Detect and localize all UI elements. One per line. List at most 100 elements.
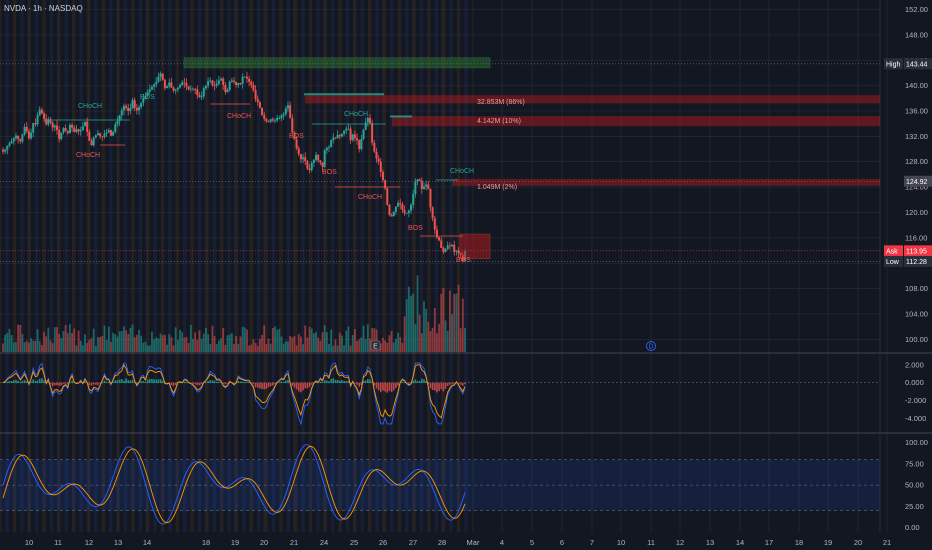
macd-hist-bar	[416, 380, 419, 384]
earnings-marker[interactable]: E	[370, 340, 381, 351]
candle-body	[418, 179, 421, 181]
candle-body	[302, 157, 305, 160]
macd-hist-bar	[99, 382, 101, 384]
candle-body	[27, 131, 30, 139]
candle-body	[135, 107, 138, 111]
macd-hist-bar	[51, 382, 54, 387]
macd-hist-bar	[103, 380, 106, 384]
macd-hist-bar	[233, 382, 235, 384]
dividend-marker-circle	[646, 341, 656, 351]
macd-hist-bar	[4, 382, 6, 384]
candle-body	[58, 130, 61, 139]
macd-hist-bar	[198, 382, 201, 386]
macd-hist-bar	[349, 382, 352, 385]
stoch-d-line	[2, 446, 466, 524]
price-tag-label: Ask	[886, 248, 898, 255]
candle-body	[146, 91, 149, 96]
candle-body	[55, 125, 58, 131]
volume-bar	[343, 345, 346, 352]
volume-bar	[213, 336, 216, 352]
candle-body	[431, 207, 434, 219]
macd-hist-bar	[123, 380, 125, 384]
macd-hist-bar	[254, 382, 257, 388]
price-tag-value: 112.28	[906, 259, 927, 266]
x-axis-tick: 10	[617, 538, 625, 547]
session-stripe	[212, 0, 216, 532]
volume-bar	[321, 332, 324, 352]
macd-hist-bar	[354, 382, 356, 384]
macd-hist-bar	[239, 381, 242, 384]
price-tags: High 143.44 124.92 Ask 113.95 Low 112.28	[884, 58, 932, 267]
session-stripe	[205, 0, 209, 532]
volume-bar	[233, 343, 235, 352]
session-stripe	[449, 0, 453, 532]
volume-bar	[198, 330, 201, 352]
structure-label: CHoCH	[450, 168, 474, 175]
volume-bar	[297, 333, 300, 352]
volume-bar	[369, 338, 371, 352]
volume-bar	[192, 338, 194, 352]
candle-body	[299, 154, 302, 160]
volume-bar	[217, 340, 220, 352]
candle-body	[17, 135, 20, 139]
candle-body	[254, 90, 257, 99]
macd-hist-bar	[32, 379, 35, 384]
macd-hist-bar	[36, 380, 39, 384]
candle-body	[66, 130, 69, 134]
dividend-marker[interactable]: D	[646, 341, 656, 351]
macd-hist-bar	[38, 378, 41, 384]
volume-bar	[25, 340, 28, 352]
volume-bar	[2, 343, 4, 352]
volume-bar	[94, 345, 97, 352]
candle-body	[317, 154, 320, 161]
candle-body	[245, 76, 248, 79]
price-axis-tick: 120.00	[905, 208, 928, 217]
macd-hist-bar	[15, 379, 17, 384]
volume-bar	[81, 345, 84, 352]
session-stripe	[345, 0, 350, 532]
volume-bar	[90, 338, 93, 352]
candle-body	[36, 115, 39, 125]
volume-bar	[379, 343, 382, 352]
macd-hist-bar	[215, 381, 218, 384]
volume-bar	[390, 330, 393, 352]
session-stripe	[353, 0, 357, 532]
macd-hist-bar	[237, 381, 240, 384]
macd-hist-bar	[269, 382, 272, 387]
macd-hist-bar	[384, 382, 386, 392]
candle-body	[401, 204, 404, 210]
macd-hist-bar	[306, 382, 309, 389]
structure-label: BOS	[140, 94, 155, 101]
price-axis-tick: 108.00	[905, 284, 928, 293]
volume-bar	[88, 339, 91, 352]
x-axis-tick: 24	[320, 538, 328, 547]
price-axis-tick: 116.00	[905, 233, 927, 242]
candle-body	[304, 157, 307, 162]
symbol-title: NVDA · 1h · NASDAQ	[4, 4, 83, 13]
volume-bar	[259, 338, 261, 352]
candle-body	[433, 218, 436, 230]
x-axis-tick: 13	[114, 538, 122, 547]
session-stripe	[72, 0, 76, 532]
price-tag-label-box	[884, 255, 903, 267]
macd-hist-bar	[392, 382, 395, 391]
candle-body	[148, 89, 151, 92]
volume-bar	[64, 324, 67, 352]
volume-bar	[84, 334, 86, 352]
stoch-axis-tick: 0.00	[905, 523, 920, 532]
volume-bar	[185, 336, 188, 352]
candle-body	[64, 128, 67, 131]
volume-bar	[4, 334, 7, 352]
volume-bar	[224, 344, 227, 352]
x-axis-tick: 7	[590, 538, 594, 547]
macd-hist-bar	[315, 382, 317, 384]
volume-bar	[397, 332, 399, 352]
macd-hist-bar	[149, 378, 151, 384]
session-stripe	[153, 0, 157, 532]
macd-hist-bar	[388, 382, 391, 391]
macd-hist-bar	[54, 382, 56, 386]
candle-body	[319, 160, 322, 163]
candle-body	[187, 86, 190, 90]
session-stripe	[175, 0, 179, 532]
